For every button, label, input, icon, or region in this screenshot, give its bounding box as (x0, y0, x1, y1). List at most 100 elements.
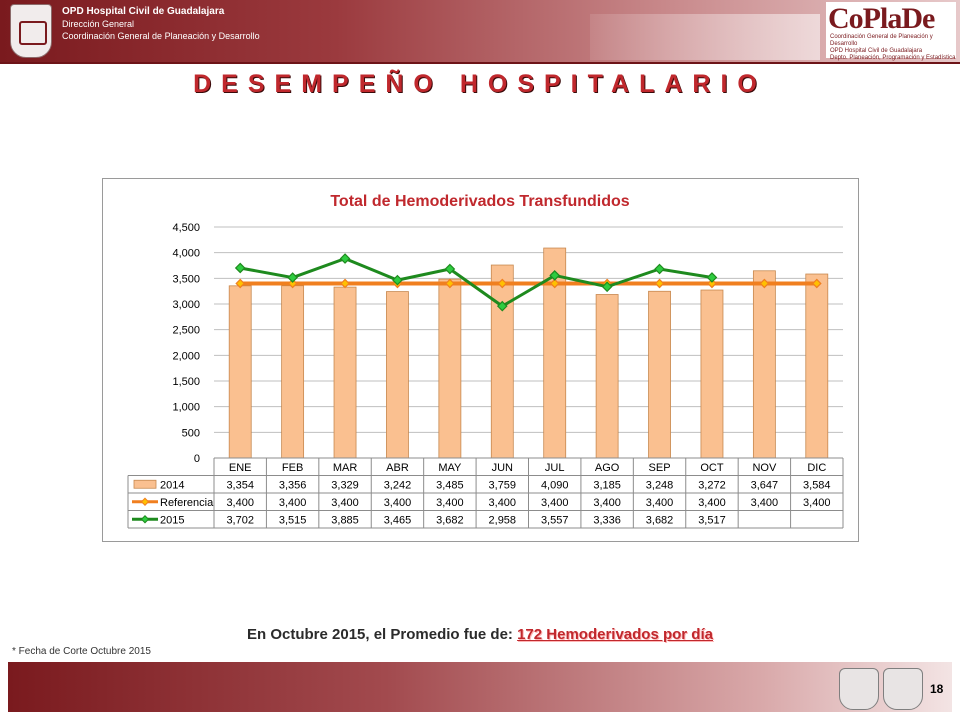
series-marker (339, 253, 351, 264)
bar (228, 285, 252, 459)
data-label: 3,400 (646, 497, 674, 509)
data-label: 3,400 (489, 497, 517, 509)
coplade-line: OPD Hospital Civil de Guadalajara (830, 48, 923, 54)
legend-marker (140, 515, 150, 524)
data-label: 3,272 (698, 479, 726, 491)
header-org-line: Coordinación General de Planeación y Des… (62, 31, 260, 41)
series-marker (496, 300, 508, 312)
y-tick-label: 500 (182, 427, 200, 439)
x-tick-label: JUN (492, 462, 513, 474)
legend-label: Referencia (160, 497, 214, 509)
data-label: 3,682 (646, 514, 674, 526)
footer-banner (8, 662, 952, 712)
y-tick-label: 1,500 (172, 376, 200, 388)
data-label: 3,885 (331, 514, 359, 526)
bar (700, 289, 724, 459)
x-tick-label: ENE (229, 462, 252, 474)
data-label: 3,682 (436, 514, 464, 526)
x-tick-label: SEP (649, 462, 671, 474)
x-tick-label: OCT (700, 462, 724, 474)
data-label: 3,400 (279, 497, 307, 509)
data-label: 3,702 (226, 514, 254, 526)
x-tick-label: FEB (282, 462, 303, 474)
y-tick-label: 2,500 (172, 325, 200, 337)
data-label: 3,329 (331, 479, 359, 491)
legend-label: 2015 (160, 514, 184, 526)
data-label: 3,647 (751, 479, 779, 491)
data-label: 3,485 (436, 479, 464, 491)
y-tick-label: 3,500 (172, 273, 200, 285)
data-label: 3,400 (593, 497, 621, 509)
bar (490, 264, 514, 459)
bar (805, 273, 829, 459)
bar (281, 285, 305, 459)
series-marker (287, 278, 298, 289)
bar (333, 286, 357, 459)
data-label: 3,354 (226, 479, 254, 491)
data-label: 3,400 (384, 497, 412, 509)
data-label: 3,557 (541, 514, 569, 526)
header-org-line: Dirección General (62, 19, 135, 29)
series-marker (707, 278, 717, 289)
data-label: 3,584 (803, 479, 831, 491)
data-label: 3,759 (489, 479, 517, 491)
data-label: 3,400 (698, 497, 726, 509)
data-label: 3,356 (279, 479, 307, 491)
y-tick-label: 3,000 (172, 299, 200, 311)
y-tick-label: 4,500 (172, 222, 200, 234)
series-marker (234, 262, 246, 274)
data-label: 3,517 (698, 514, 726, 526)
legend-marker (140, 497, 150, 506)
series-marker (549, 278, 560, 289)
legend-label: 2014 (160, 479, 184, 491)
chart-title: Total de Hemoderivados Transfundidos (330, 193, 629, 210)
coplade-logo-block: CoPlaDe Coordinación General de Planeaci… (826, 2, 956, 61)
header-org-text: OPD Hospital Civil de Guadalajara Direcc… (62, 6, 260, 42)
data-label: 3,400 (226, 497, 254, 509)
data-label: 4,090 (541, 479, 569, 491)
coplade-line: Coordinación General de Planeación y Des… (830, 34, 933, 47)
data-label: 3,336 (593, 514, 621, 526)
series-marker (497, 278, 508, 289)
bar (386, 291, 409, 459)
data-label: 3,242 (384, 479, 412, 491)
bar (438, 278, 462, 459)
legend-swatch (133, 479, 157, 489)
coplade-text: Coordinación General de Planeación y Des… (830, 34, 956, 62)
x-tick-label: JUL (545, 462, 565, 474)
x-tick-label: NOV (752, 462, 777, 474)
bar (595, 294, 619, 459)
data-label: 3,400 (803, 497, 831, 509)
series-marker (601, 281, 613, 293)
summary-prefix: En Octubre 2015, el Promedio fue de: (247, 626, 513, 643)
series-marker (287, 272, 298, 283)
series-marker (706, 272, 718, 283)
series-marker (235, 278, 246, 289)
y-tick-label: 0 (194, 453, 200, 465)
data-label: 3,185 (593, 479, 621, 491)
series-marker (654, 263, 665, 275)
summary-note: En Octubre 2015, el Promedio fue de: 172… (0, 626, 960, 643)
data-label: 2,958 (489, 514, 517, 526)
data-label: 3,400 (436, 497, 464, 509)
data-label: 3,400 (331, 497, 359, 509)
footer-logos (835, 668, 925, 710)
series-marker (811, 278, 822, 289)
coplade-line: Depto. Planeación, Programación y Estadí… (830, 55, 956, 61)
series-marker (654, 278, 665, 289)
bar (752, 270, 776, 459)
data-label: 3,248 (646, 479, 674, 491)
header-org-line: OPD Hospital Civil de Guadalajara (62, 6, 225, 17)
series-marker (549, 270, 561, 281)
coplade-logo: CoPlaDe (828, 2, 935, 35)
series-marker (445, 278, 455, 289)
y-tick-label: 2,000 (172, 350, 200, 362)
data-label: 3,515 (279, 514, 307, 526)
bar (648, 290, 671, 459)
data-label: 3,400 (541, 497, 569, 509)
series-line (239, 256, 713, 308)
data-label: 3,400 (751, 497, 779, 509)
hospital-seal-icon (10, 4, 52, 58)
header-mural-image (590, 14, 820, 60)
y-tick-label: 1,000 (172, 402, 200, 414)
